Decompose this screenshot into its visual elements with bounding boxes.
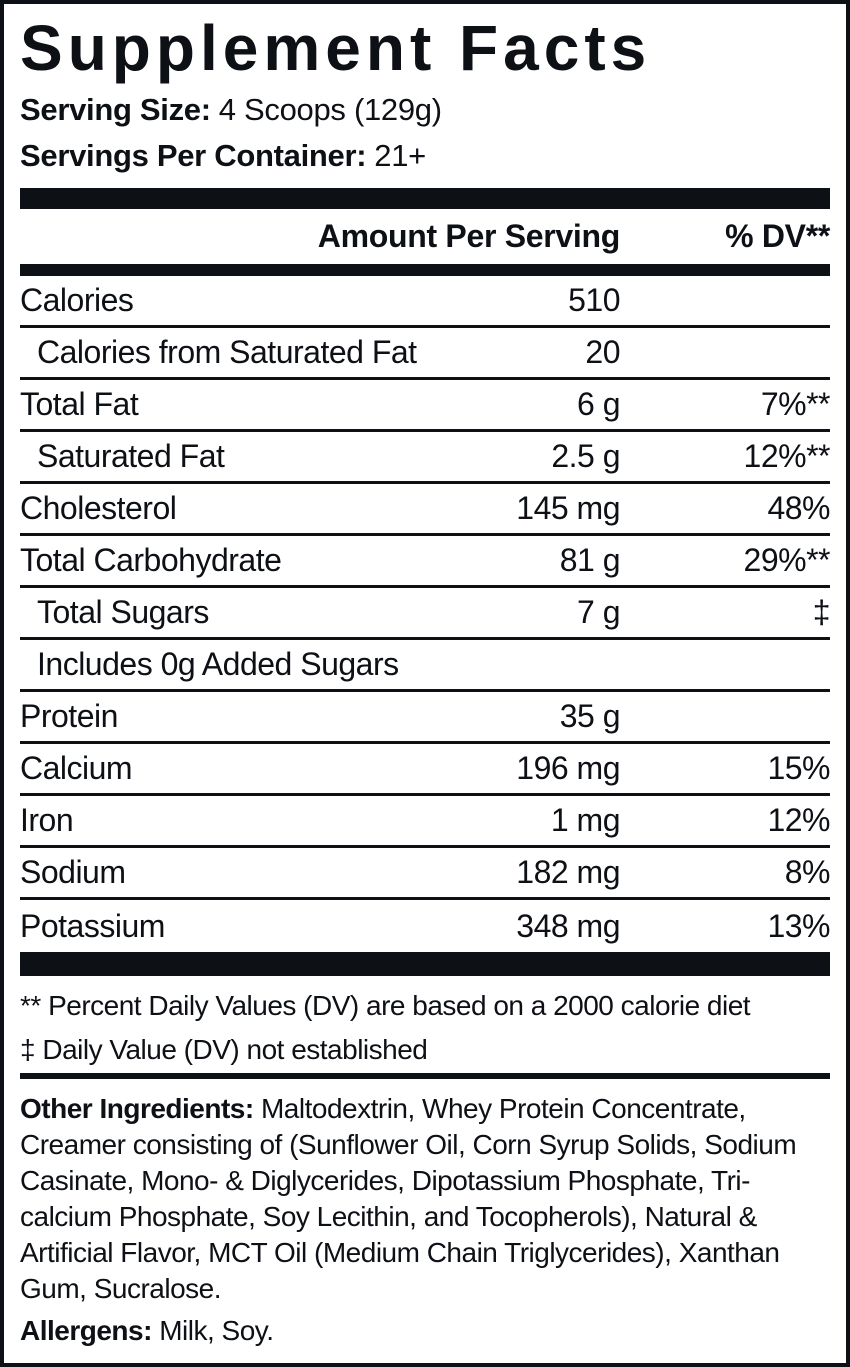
servings-per-container-value: 21+ [374, 138, 426, 174]
footnotes: ** Percent Daily Values (DV) are based o… [20, 976, 830, 1073]
nutrient-name: Saturated Fat [37, 438, 225, 475]
nutrient-name: Sodium [20, 854, 126, 891]
nutrient-dv: 12% [767, 802, 830, 839]
serving-size-label: Serving Size: [20, 92, 211, 128]
nutrient-name: Protein [20, 698, 118, 735]
nutrient-name: Total Sugars [37, 594, 209, 631]
serving-size-line: Serving Size: 4 Scoops (129g) [20, 87, 830, 133]
nutrient-amount: 7 g [577, 594, 620, 631]
nutrient-amount: 348 mg [516, 907, 620, 944]
nutrient-name: Includes 0g Added Sugars [37, 646, 399, 683]
allergens-label: Allergens: [20, 1315, 152, 1347]
other-ingredients-paragraph: Other Ingredients: Maltodextrin, Whey Pr… [20, 1091, 830, 1307]
footnote-percent-dv: ** Percent Daily Values (DV) are based o… [20, 990, 751, 1022]
header-percent-dv: % DV** [725, 218, 830, 255]
nutrient-dv: 12%** [743, 438, 831, 475]
nutrient-amount: 2.5 g [551, 438, 620, 475]
divider-thick-bottom [20, 952, 830, 977]
serving-size-value: 4 Scoops (129g) [218, 92, 442, 128]
table-row-total-carbohydrate: Total Carbohydrate 81 g 29%** [20, 536, 831, 589]
table-row-total-sugars: Total Sugars 7 g ‡ [20, 588, 831, 641]
table-row-potassium: Potassium 348 mg 13% [20, 900, 831, 952]
nutrient-amount: 510 [568, 282, 620, 319]
nutrient-table: Calories 510 Calories from Saturated Fat 2… [20, 276, 831, 952]
nutrient-amount: 1 mg [550, 802, 621, 839]
footnote-dagger: ‡ Daily Value (DV) not established [20, 1034, 428, 1066]
allergens-line: Allergens: Milk, Soy. [20, 1313, 830, 1349]
nutrient-amount: 35 g [559, 698, 621, 735]
nutrient-dv: 7%** [760, 386, 831, 423]
other-ingredients-text: Maltodextrin, Whey Protein Concentrate, … [20, 1093, 797, 1305]
nutrient-name: Total Carbohydrate [20, 542, 282, 579]
label-title: Supplement Facts [20, 12, 652, 84]
nutrient-name: Calories [20, 282, 134, 319]
table-header-row: Amount Per Serving % DV** [20, 209, 831, 264]
table-row-calories-from-saturated-fat: Calories from Saturated Fat 20 [20, 328, 830, 381]
divider-thick-top [20, 188, 830, 210]
nutrient-dv: 13% [767, 907, 830, 944]
nutrient-name: Cholesterol [20, 490, 177, 527]
table-row-saturated-fat: Saturated Fat 2.5 g 12%** [20, 432, 831, 485]
nutrient-name: Calories from Saturated Fat [37, 334, 417, 371]
header-amount-per-serving: Amount Per Serving [317, 218, 621, 255]
table-row-cholesterol: Cholesterol 145 mg 48% [20, 484, 831, 537]
nutrient-dv: 29%** [743, 542, 831, 579]
table-row-total-fat: Total Fat 6 g 7%** [20, 380, 831, 433]
nutrient-name: Calcium [20, 750, 133, 787]
table-row-iron: Iron 1 mg 12% [20, 796, 831, 849]
nutrient-dv: 8% [784, 854, 831, 891]
nutrient-dv: ‡ [812, 594, 831, 631]
table-row-sodium: Sodium 182 mg 8% [20, 848, 831, 901]
table-row-added-sugars: Includes 0g Added Sugars [20, 640, 830, 693]
divider-ingredients [20, 1073, 830, 1080]
nutrient-dv: 15% [767, 750, 830, 787]
nutrient-amount: 196 mg [516, 750, 620, 787]
table-row-calcium: Calcium 196 mg 15% [20, 744, 831, 797]
servings-per-container-label: Servings Per Container: [20, 138, 367, 174]
table-row-protein: Protein 35 g [20, 692, 830, 745]
nutrient-amount: 6 g [577, 386, 620, 423]
nutrient-name: Total Fat [20, 386, 139, 423]
nutrient-dv: 48% [767, 490, 830, 527]
table-row-calories: Calories 510 [20, 276, 830, 329]
nutrient-name: Potassium [20, 907, 165, 944]
nutrient-name: Iron [20, 802, 74, 839]
nutrient-amount: 81 g [559, 542, 621, 579]
nutrient-amount: 145 mg [516, 490, 620, 527]
nutrient-amount: 182 mg [516, 854, 620, 891]
nutrient-amount: 20 [585, 334, 620, 371]
allergens-value: Milk, Soy. [151, 1315, 274, 1347]
servings-per-container-line: Servings Per Container: 21+ [20, 133, 830, 179]
other-ingredients-label: Other Ingredients: [20, 1093, 254, 1125]
divider-medium-header [20, 264, 830, 277]
